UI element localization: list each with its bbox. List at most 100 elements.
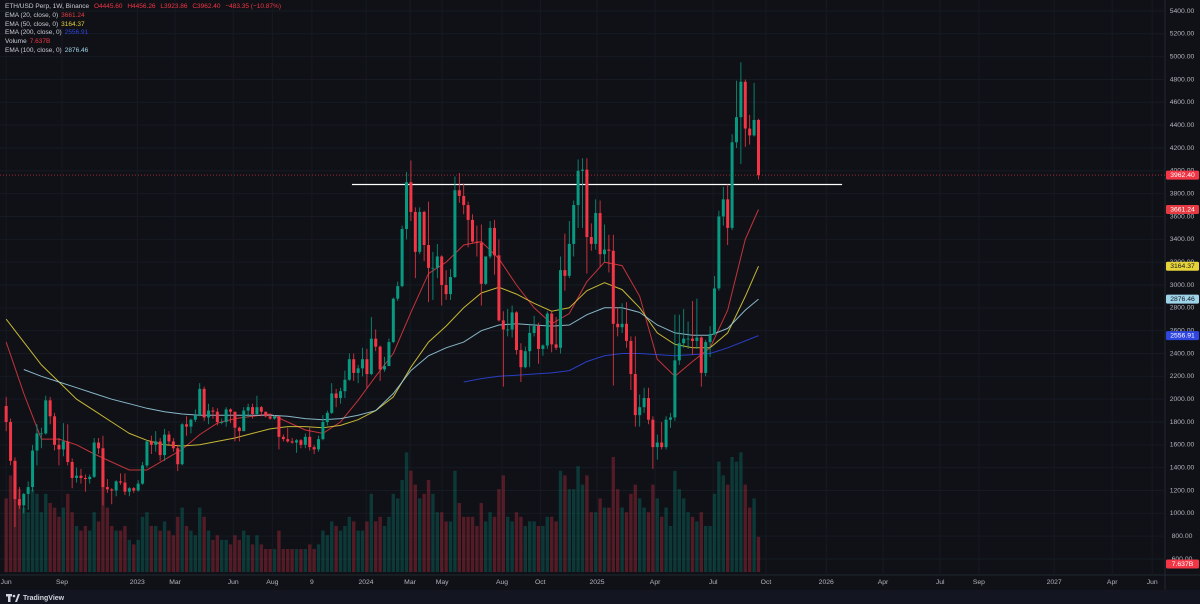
- candle-body: [462, 195, 466, 206]
- volume-bar: [277, 530, 281, 572]
- candle-body: [607, 249, 611, 251]
- candle-body: [739, 81, 743, 118]
- candle-body: [581, 169, 584, 171]
- candle-body: [127, 488, 131, 492]
- x-tick-label: Apr: [878, 579, 889, 586]
- x-tick-label: Jun: [1147, 579, 1158, 586]
- volume-bar: [466, 516, 470, 572]
- y-tick-label: 2800.00: [1170, 305, 1195, 312]
- volume-bar: [255, 535, 259, 572]
- volume-bar: [110, 526, 114, 572]
- volume-bar: [39, 512, 44, 572]
- volume-bar: [563, 475, 567, 572]
- price-badge-label: 7.637B: [1172, 561, 1194, 568]
- x-tick-label: 9: [310, 579, 314, 586]
- price-badge-label: 2876.46: [1170, 296, 1195, 303]
- ohlc-label: H4456.26: [127, 3, 156, 10]
- candle-body: [585, 169, 589, 238]
- volume-bar: [576, 466, 580, 572]
- volume-bar: [162, 521, 167, 572]
- candle-body: [523, 351, 527, 368]
- volume-bar: [215, 535, 220, 572]
- candle-body: [70, 461, 74, 478]
- candle-body: [405, 182, 409, 230]
- candle-body: [57, 444, 61, 450]
- candle-body: [202, 388, 206, 418]
- candle-body: [237, 427, 241, 432]
- volume-bar: [268, 549, 272, 572]
- candle-body: [409, 182, 413, 212]
- legend-row: Volume 7.637B: [5, 38, 284, 47]
- candle-body: [259, 407, 263, 412]
- candle-body: [383, 366, 387, 370]
- volume-bar: [61, 507, 66, 572]
- candle-body: [427, 245, 431, 268]
- volume-bar: [602, 507, 607, 572]
- brand[interactable]: TradingView: [6, 594, 64, 602]
- brand-logo: [6, 594, 20, 602]
- volume-bar: [136, 539, 140, 572]
- ohlc-label: L3923.86: [160, 3, 188, 10]
- candle-body: [242, 410, 246, 432]
- candle-body: [519, 350, 523, 368]
- y-tick-label: 4400.00: [1170, 122, 1195, 129]
- x-tick-label: Apr: [650, 579, 661, 586]
- y-tick-label: 2600.00: [1170, 327, 1195, 334]
- candle-body: [277, 416, 281, 437]
- candle-body: [4, 406, 8, 423]
- x-tick-label: Sep: [973, 579, 985, 586]
- volume-bar: [664, 507, 668, 572]
- candle-body: [286, 439, 290, 442]
- volume-bar: [624, 512, 629, 572]
- volume-bar: [382, 526, 387, 572]
- candle-body: [119, 481, 123, 483]
- candle-body: [501, 320, 505, 330]
- candle-body: [602, 249, 606, 255]
- candle-body: [756, 119, 760, 176]
- candle-body: [312, 447, 316, 450]
- candle-body: [396, 286, 400, 299]
- candle-body: [400, 229, 404, 287]
- volume-bar: [321, 530, 325, 572]
- volume-bar: [699, 512, 703, 572]
- volume-bar: [620, 507, 624, 572]
- candle-body: [589, 237, 593, 244]
- candle-body: [17, 499, 21, 506]
- candle-body: [317, 439, 321, 450]
- x-tick-label: May: [436, 579, 449, 586]
- volume-bar: [347, 516, 352, 572]
- candle-body: [677, 343, 681, 361]
- candle-body: [83, 477, 87, 480]
- candle-body: [163, 434, 167, 456]
- candle-body: [321, 422, 325, 440]
- candle-body: [171, 441, 175, 449]
- candle-body: [497, 255, 501, 321]
- y-tick-label: 2200.00: [1170, 373, 1195, 380]
- candle-body: [75, 475, 79, 478]
- volume-bar: [673, 470, 677, 572]
- price-badge-label: 3962.40: [1170, 172, 1195, 179]
- candle-body: [620, 323, 624, 328]
- volume-bar: [396, 498, 400, 572]
- legend-row: ETH/USD Perp, 1W, Binance O4445.60 H4456…: [5, 3, 284, 12]
- volume-bar: [413, 484, 418, 572]
- candle-body: [361, 359, 365, 369]
- volume-bar: [272, 549, 277, 572]
- candle-body: [123, 482, 127, 492]
- volume-bar: [140, 516, 145, 572]
- volume-bar: [523, 526, 528, 572]
- volume-bar: [57, 516, 61, 572]
- volume-bar: [409, 470, 413, 572]
- y-tick-label: 4800.00: [1170, 76, 1195, 83]
- candle-body: [211, 410, 215, 412]
- candle-body: [105, 487, 109, 490]
- volume-bar: [145, 512, 149, 572]
- volume-bar: [528, 521, 532, 572]
- candle-body: [66, 441, 70, 462]
- candle-body: [554, 344, 558, 348]
- candle-body: [251, 407, 255, 415]
- volume-bar: [404, 452, 409, 572]
- volume-bar: [690, 516, 695, 572]
- candle-body: [594, 213, 598, 244]
